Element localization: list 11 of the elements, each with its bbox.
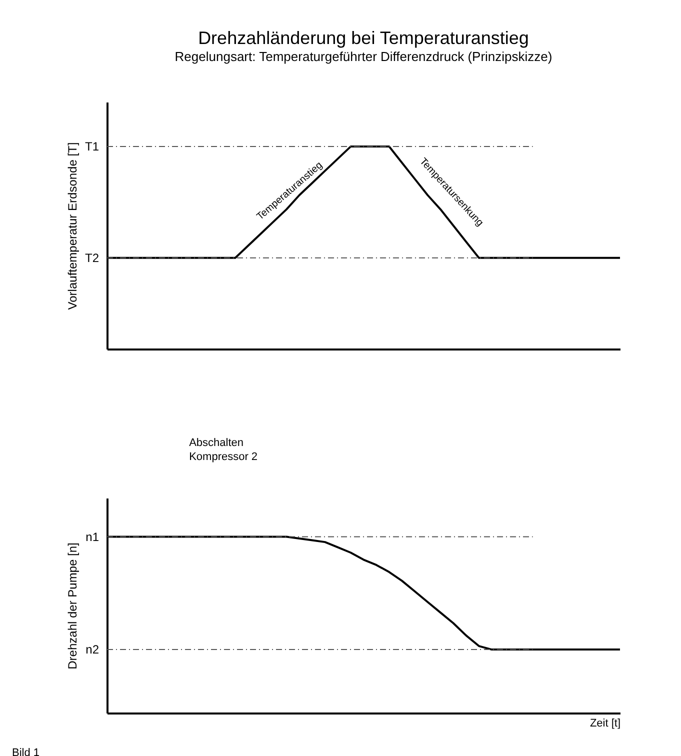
text: Abschalten Kompressor 2 (189, 437, 258, 463)
y-axis-title: Drehzahl der Pumpe [n] (66, 542, 80, 670)
ref-line-label: n1 (86, 530, 100, 544)
chart-title: Drehzahländerung bei Temperaturanstieg (198, 28, 529, 48)
ref-line-label: T1 (84, 140, 100, 154)
text: Bild 1 (12, 747, 40, 756)
chart-subtitle: Regelungsart: Temperaturgeführter Differenzdruck (Prinzipskizze) (174, 49, 552, 64)
ref-line-label: T2 (84, 250, 100, 265)
y-axis-title: Vorlauftemperatur Erdsonde [T] (66, 142, 80, 310)
ref-line-label: n2 (86, 642, 100, 657)
x-axis-title: Zeit [t] (590, 718, 620, 730)
